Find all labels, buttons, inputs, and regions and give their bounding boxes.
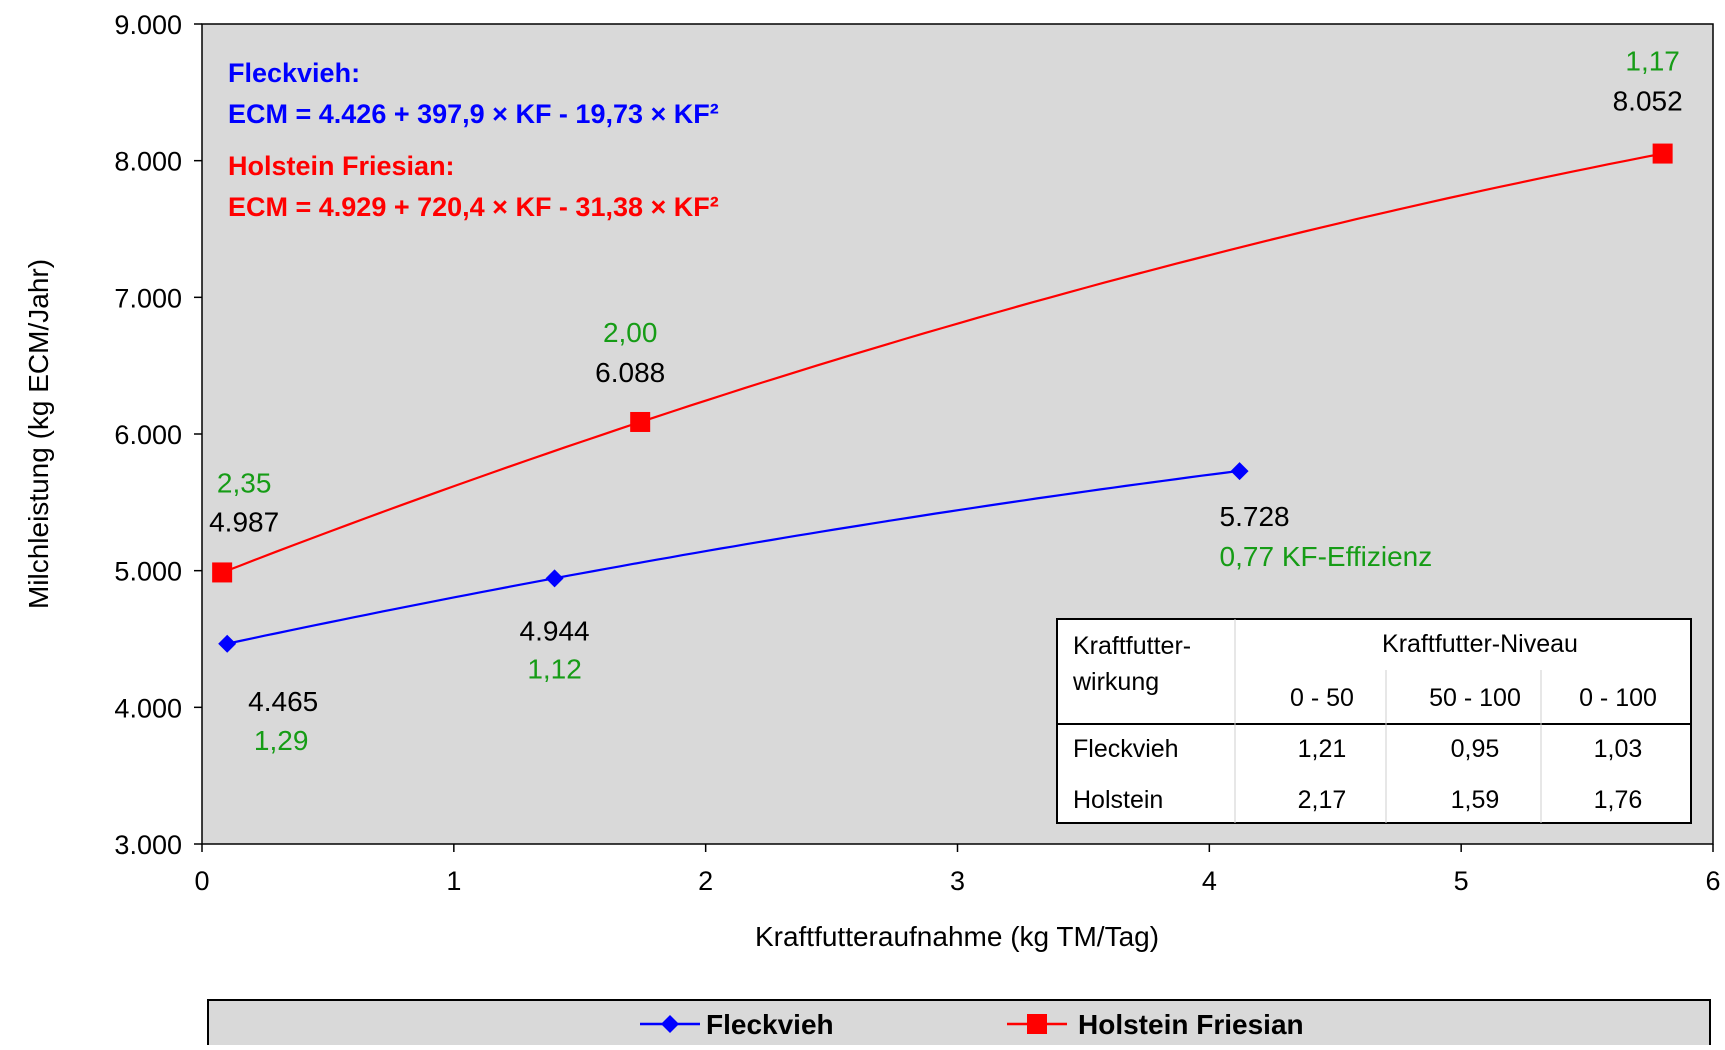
series-line-fleckvieh <box>226 469 1240 645</box>
series-layer <box>212 143 1673 653</box>
holstein-equation-title: Holstein Friesian: <box>228 151 455 181</box>
y-axis-label: Milchleistung (kg ECM/Jahr) <box>23 259 54 609</box>
data-point-fleckvieh <box>218 634 237 653</box>
y-tick-label: 6.000 <box>114 420 182 450</box>
table-cell: 1,21 <box>1298 735 1347 763</box>
holstein-equation: ECM = 4.929 + 720,4 × KF - 31,38 × KF² <box>228 192 719 222</box>
y-tick-label: 7.000 <box>114 283 182 313</box>
efficiency-label: 1,12 <box>527 653 582 684</box>
table-cell: 1,76 <box>1594 786 1643 814</box>
data-point-holstein <box>630 411 651 432</box>
data-point-holstein <box>212 562 233 583</box>
table-frame <box>1056 618 1692 824</box>
table-cell: 0,95 <box>1451 735 1500 763</box>
y-tick-label: 9.000 <box>114 10 182 40</box>
table-col-header: 0 - 100 <box>1579 684 1657 712</box>
table-cell: 1,59 <box>1451 786 1500 814</box>
data-value-label: 4.465 <box>248 686 318 717</box>
x-tick-label: 0 <box>194 866 209 896</box>
x-axis: 0 1 2 3 4 5 6 <box>194 844 1721 896</box>
table-row-header-line2: wirkung <box>1072 668 1159 696</box>
legend: Fleckvieh Holstein Friesian <box>207 999 1711 1050</box>
table-row-header-line1: Kraftfutter- <box>1073 632 1191 660</box>
x-tick-label: 4 <box>1202 866 1217 896</box>
fleckvieh-equation: ECM = 4.426 + 397,9 × KF - 19,73 × KF² <box>228 99 719 129</box>
table-col-header: 0 - 50 <box>1290 684 1354 712</box>
data-value-label: 4.944 <box>520 615 590 646</box>
data-point-holstein <box>1652 143 1673 164</box>
x-tick-label: 5 <box>1454 866 1469 896</box>
efficiency-label: 1,17 <box>1625 46 1680 77</box>
x-tick-label: 2 <box>698 866 713 896</box>
y-tick-label: 8.000 <box>114 147 182 177</box>
y-tick-label: 4.000 <box>114 693 182 723</box>
table-col-header: 50 - 100 <box>1429 684 1521 712</box>
y-tick-label: 5.000 <box>114 557 182 587</box>
legend-fleckvieh-label: Fleckvieh <box>706 1009 834 1040</box>
table-row-label: Holstein <box>1073 786 1163 814</box>
efficiency-label: 2,35 <box>217 467 272 498</box>
x-axis-label: Kraftfutteraufnahme (kg TM/Tag) <box>755 921 1159 952</box>
table-cell: 1,03 <box>1594 735 1643 763</box>
series-line-holstein <box>221 152 1663 574</box>
data-value-label: 8.052 <box>1613 86 1683 117</box>
data-value-label: 4.987 <box>209 506 279 537</box>
data-point-fleckvieh <box>1230 462 1249 481</box>
efficiency-label: 2,00 <box>603 317 658 348</box>
x-tick-label: 6 <box>1705 866 1720 896</box>
data-value-label: 5.728 <box>1220 501 1290 532</box>
x-tick-label: 1 <box>446 866 461 896</box>
data-point-fleckvieh <box>545 569 564 588</box>
efficiency-label: 1,29 <box>254 725 309 756</box>
table-group-header: Kraftfutter-Niveau <box>1382 630 1578 658</box>
legend-holstein-marker <box>1027 1014 1047 1034</box>
efficiency-label: 0,77 KF-Effizienz <box>1220 541 1433 572</box>
table-row-label: Fleckvieh <box>1073 735 1179 763</box>
data-labels-layer: 4.465 1,29 4.944 1,12 5.728 0,77 KF-Effizienz… <box>209 46 1683 756</box>
legend-frame <box>207 999 1711 1050</box>
y-tick-label: 3.000 <box>114 830 182 860</box>
y-axis: 3.000 4.000 5.000 6.000 7.000 8.000 9.000 <box>114 10 202 860</box>
x-tick-label: 3 <box>950 866 965 896</box>
fleckvieh-equation-title: Fleckvieh: <box>228 58 360 88</box>
legend-holstein-label: Holstein Friesian <box>1078 1009 1304 1040</box>
table-cell: 2,17 <box>1298 786 1347 814</box>
efficiency-table: Kraftfutter- wirkung Kraftfutter-Niveau … <box>1056 618 1692 824</box>
data-value-label: 6.088 <box>595 357 665 388</box>
legend-fleckvieh-marker <box>661 1015 679 1033</box>
